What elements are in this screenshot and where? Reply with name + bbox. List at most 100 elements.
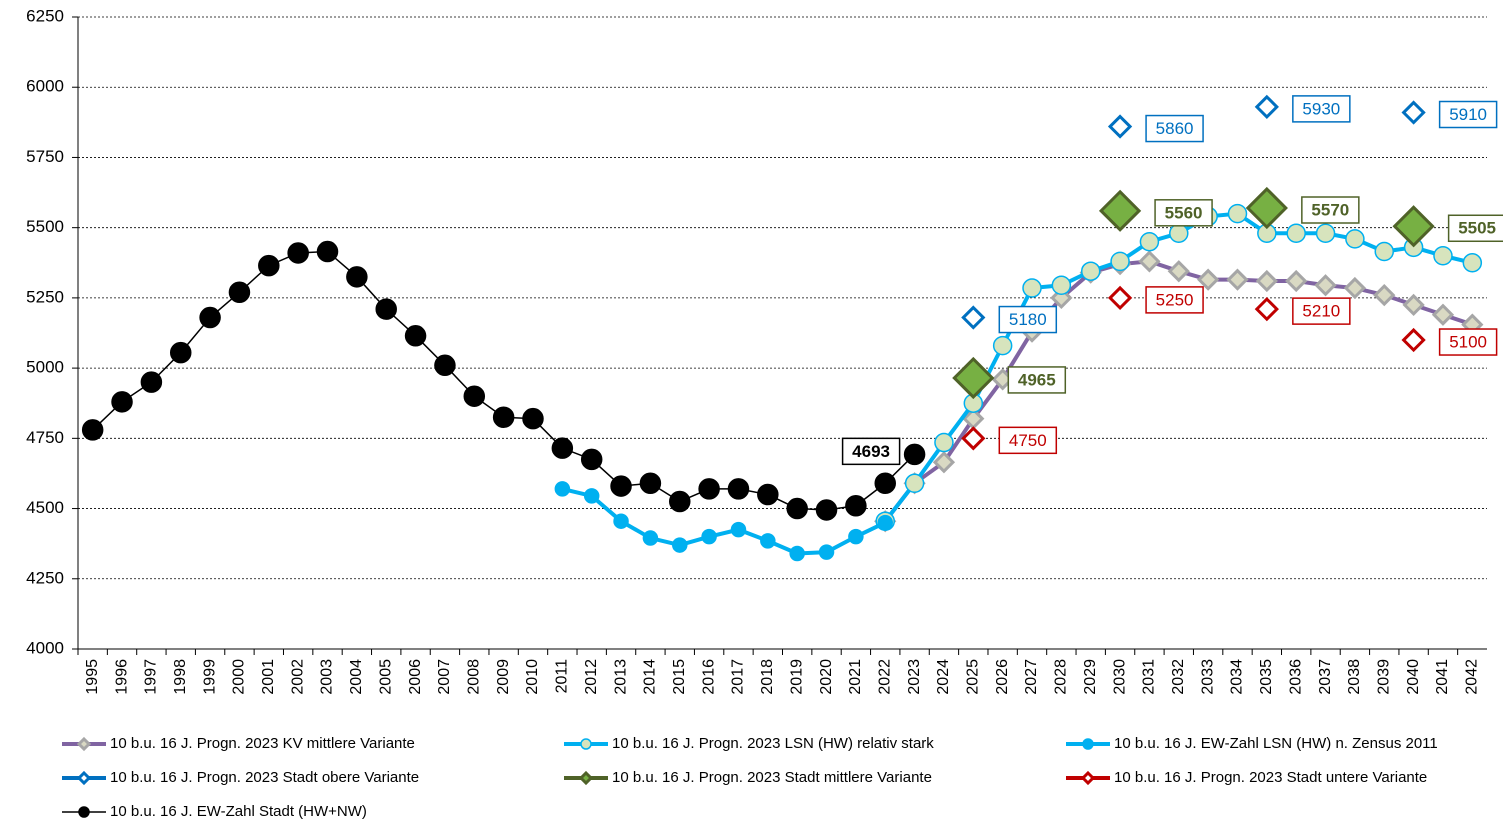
marker: [760, 533, 776, 549]
data-label: 5910: [1449, 105, 1487, 124]
marker: [228, 281, 251, 304]
marker: [639, 472, 662, 495]
data-label-box: [1154, 199, 1213, 227]
legend-label: 10 b.u. 16 J. Progn. 2023 LSN (HW) relat…: [612, 735, 934, 752]
x-tick-label: 2023: [906, 659, 923, 695]
marker: [1286, 223, 1306, 244]
series: 4750 5250 5210 5100: [961, 285, 1498, 455]
marker: [1315, 223, 1336, 244]
x-tick-label: 2021: [847, 659, 864, 695]
x-tick-label: 2039: [1375, 659, 1392, 695]
marker: [463, 385, 486, 407]
marker: [789, 545, 805, 562]
series-line: [561, 486, 887, 556]
marker: [1110, 251, 1130, 272]
marker: [434, 354, 456, 377]
y-tick-label: 4250: [26, 568, 64, 587]
marker: [1254, 297, 1279, 322]
x-tick-label: 2035: [1258, 659, 1275, 695]
y-tick-label: 4000: [26, 638, 64, 657]
data-label-box: [841, 437, 901, 466]
marker: [316, 240, 339, 263]
x-tick-label: 2002: [289, 659, 306, 695]
legend-label: 10 b.u. 16 J. EW-Zahl Stadt (HW+NW): [110, 803, 367, 820]
marker: [81, 419, 104, 441]
series: [554, 481, 893, 562]
marker: [551, 437, 574, 459]
x-tick-label: 2018: [759, 659, 776, 695]
data-label: 4750: [1009, 431, 1047, 450]
marker: [76, 736, 92, 752]
marker: [1022, 278, 1042, 298]
x-tick-label: 2008: [466, 659, 483, 695]
y-tick-label: 5500: [26, 217, 64, 236]
x-tick-label: 2031: [1141, 659, 1158, 695]
x-tick-label: 2012: [583, 659, 600, 695]
series-line: [92, 250, 916, 511]
data-label: 5180: [1009, 310, 1047, 329]
marker: [1107, 285, 1133, 311]
marker: [1392, 205, 1435, 248]
x-tick-label: 2041: [1434, 659, 1451, 695]
marker: [701, 528, 717, 545]
marker: [1080, 770, 1096, 786]
marker: [554, 481, 571, 497]
marker: [1226, 268, 1249, 291]
marker: [1051, 275, 1072, 295]
x-tick-label: 2001: [260, 659, 277, 695]
marker: [669, 490, 691, 513]
marker: [1462, 253, 1483, 273]
data-label-box: [1292, 95, 1351, 123]
marker: [1169, 223, 1189, 244]
marker: [199, 306, 221, 329]
marker: [786, 497, 808, 520]
x-tick-label: 2027: [1023, 659, 1040, 695]
x-tick-label: 2005: [377, 659, 394, 695]
legend-label: 10 b.u. 16 J. EW-Zahl LSN (HW) n. Zensus…: [1114, 735, 1438, 752]
marker: [578, 770, 594, 786]
y-tick-label: 6250: [26, 6, 64, 25]
marker: [1314, 274, 1337, 297]
marker: [934, 432, 954, 453]
x-tick-label: 2033: [1199, 659, 1216, 695]
data-label-box: [1145, 286, 1204, 314]
marker: [904, 473, 925, 494]
data-label-box: [1145, 114, 1204, 143]
marker: [1080, 261, 1101, 281]
data-label: 5505: [1458, 219, 1496, 238]
data-label-box: [1447, 214, 1503, 243]
x-tick-label: 2034: [1229, 659, 1246, 695]
marker: [961, 305, 986, 330]
marker: [1401, 100, 1426, 125]
marker: [1285, 269, 1308, 293]
data-label: 5860: [1156, 119, 1194, 138]
data-label: 5560: [1165, 203, 1203, 222]
x-tick-label: 2004: [348, 659, 365, 695]
marker: [1431, 303, 1455, 326]
marker: [903, 443, 926, 466]
series: 5180 5860 5930 5910: [961, 94, 1498, 334]
marker: [583, 488, 600, 504]
marker: [78, 806, 90, 818]
marker: [1254, 94, 1279, 120]
data-label-box: [998, 426, 1058, 455]
marker: [76, 770, 92, 786]
marker: [698, 478, 720, 500]
marker: [1197, 268, 1220, 291]
data-label-box: [1438, 100, 1498, 129]
marker: [1082, 738, 1094, 750]
x-tick-label: 2000: [231, 659, 248, 695]
data-label-box: [1007, 366, 1067, 394]
x-tick-label: 2038: [1346, 659, 1363, 695]
x-tick-label: 2016: [700, 659, 717, 695]
marker: [1138, 250, 1161, 273]
marker: [1107, 114, 1133, 139]
marker: [140, 371, 163, 393]
data-label: 5210: [1302, 302, 1340, 321]
marker: [992, 335, 1013, 356]
x-tick-label: 1995: [84, 659, 101, 695]
marker: [961, 426, 986, 451]
marker: [375, 298, 397, 320]
marker: [727, 478, 750, 500]
